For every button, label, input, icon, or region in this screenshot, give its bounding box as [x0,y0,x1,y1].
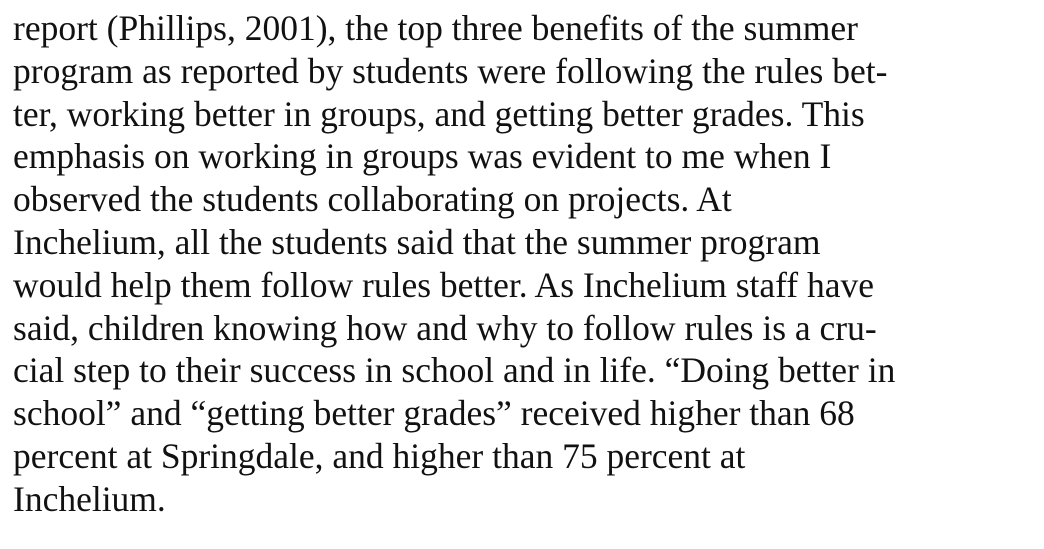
text-line: ter, working better in groups, and getti… [13,93,865,134]
text-line: observed the students collaborating on p… [13,179,732,220]
text-line: Inchelium. [13,478,166,519]
text-line: report (Phillips, 2001), the top three b… [13,8,858,48]
text-line: emphasis on working in groups was eviden… [13,136,832,177]
text-line: percent at Springdale, and higher than 7… [13,436,746,476]
text-line: school” and “getting better grades” rece… [13,393,855,434]
text-line: cial step to their success in school and… [13,350,896,391]
text-line: would help them follow rules better. As … [13,264,875,305]
text-line: said, children knowing how and why to fo… [13,307,877,348]
text-line: Inchelium, all the students said that th… [13,222,821,262]
text-line: program as reported by students were fol… [13,50,888,91]
